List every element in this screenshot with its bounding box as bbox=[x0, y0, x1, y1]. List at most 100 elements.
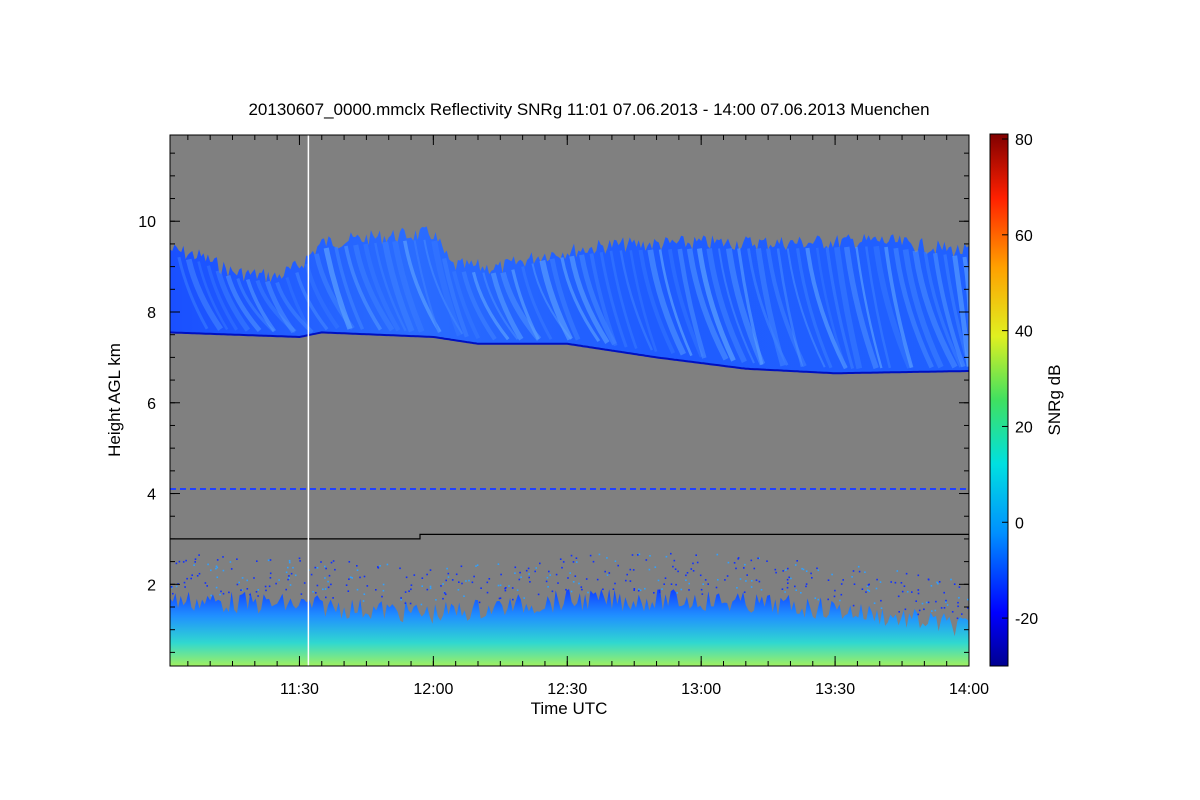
speckle-dot bbox=[256, 560, 258, 562]
cloud-streak bbox=[667, 249, 704, 358]
cloud-streak bbox=[539, 260, 573, 341]
cloud-streak bbox=[177, 256, 209, 330]
speckle-dot bbox=[637, 554, 639, 556]
speckle-dot bbox=[743, 567, 745, 569]
speckle-dot bbox=[967, 598, 969, 601]
speckle-dot bbox=[802, 568, 805, 571]
speckle-dot bbox=[757, 557, 759, 560]
speckle-dot bbox=[923, 608, 925, 611]
speckle-dot bbox=[514, 572, 516, 574]
speckle-dot bbox=[795, 589, 797, 591]
speckle-dot bbox=[184, 586, 186, 588]
speckle-dot bbox=[236, 558, 238, 560]
speckle-dot bbox=[426, 588, 429, 591]
speckle-dot bbox=[516, 589, 519, 591]
speckle-dot bbox=[514, 566, 517, 569]
speckle-dot bbox=[717, 579, 719, 581]
speckle-dot bbox=[645, 559, 648, 561]
speckle-dot bbox=[658, 589, 661, 592]
cloud-streak bbox=[843, 246, 879, 370]
speckle-dot bbox=[735, 567, 737, 570]
cloud-streak bbox=[589, 253, 618, 347]
speckle-dot bbox=[534, 570, 536, 573]
cloud-streak bbox=[521, 266, 553, 340]
speckle-dot bbox=[455, 573, 458, 576]
y-tick-label: 2 bbox=[147, 577, 156, 594]
speckle-dot bbox=[288, 559, 291, 562]
speckle-dot bbox=[839, 599, 841, 602]
speckle-dot bbox=[548, 570, 550, 573]
speckle-dot bbox=[873, 602, 876, 604]
speckle-dot bbox=[527, 567, 530, 570]
speckle-dot bbox=[946, 604, 949, 606]
speckle-dot bbox=[905, 572, 908, 575]
speckle-dot bbox=[324, 588, 327, 590]
speckle-dot bbox=[592, 560, 595, 563]
cloud-streak bbox=[215, 270, 251, 332]
cloud-streak bbox=[815, 247, 847, 370]
speckle-dot bbox=[241, 589, 243, 591]
speckle-dot bbox=[867, 584, 870, 586]
speckle-dot bbox=[476, 564, 479, 566]
speckle-dot bbox=[497, 563, 500, 565]
speckle-dot bbox=[196, 575, 199, 577]
speckle-dot bbox=[230, 568, 233, 570]
speckle-dot bbox=[834, 589, 836, 592]
speckle-dot bbox=[657, 579, 660, 582]
speckle-dot bbox=[598, 553, 601, 556]
x-tick-label: 13:00 bbox=[681, 681, 721, 698]
speckle-dot bbox=[216, 576, 219, 579]
speckle-dot bbox=[399, 567, 401, 570]
speckle-dot bbox=[943, 591, 945, 594]
speckle-dot bbox=[268, 585, 271, 588]
speckle-dot bbox=[746, 574, 748, 576]
speckle-dot bbox=[447, 572, 450, 575]
speckle-dot bbox=[238, 581, 240, 584]
speckle-dot bbox=[626, 573, 628, 576]
speckle-dot bbox=[716, 553, 719, 556]
speckle-dot bbox=[222, 569, 225, 572]
speckle-dot bbox=[182, 561, 185, 563]
speckle-dot bbox=[957, 605, 959, 608]
speckle-dot bbox=[934, 609, 937, 612]
speckle-dot bbox=[504, 589, 507, 592]
speckle-dot bbox=[332, 560, 335, 562]
cloud-streak bbox=[471, 271, 510, 341]
cloud-streak bbox=[619, 250, 653, 351]
speckle-dot bbox=[704, 579, 707, 581]
speckle-dot bbox=[927, 578, 930, 581]
speckle-dot bbox=[278, 579, 280, 581]
speckle-dot bbox=[249, 593, 251, 596]
speckle-dot bbox=[602, 588, 604, 591]
speckle-dot bbox=[581, 588, 583, 591]
speckle-dot bbox=[585, 578, 588, 580]
cloud-streak bbox=[334, 246, 365, 330]
speckle-dot bbox=[632, 569, 635, 571]
speckle-dot bbox=[183, 581, 186, 584]
speckle-dot bbox=[737, 557, 740, 559]
cloud-streak bbox=[441, 257, 469, 338]
speckle-dot bbox=[755, 579, 758, 581]
x-tick-label: 11:30 bbox=[280, 681, 319, 698]
speckle-dot bbox=[327, 580, 329, 583]
speckle-dot bbox=[900, 582, 903, 584]
plot-frame bbox=[169, 134, 970, 667]
speckle-dot bbox=[499, 584, 502, 587]
speckle-dot bbox=[673, 559, 676, 562]
speckle-dot bbox=[426, 573, 428, 576]
speckle-dot bbox=[805, 570, 808, 572]
cloud-streak bbox=[932, 252, 966, 368]
speckle-dot bbox=[547, 586, 549, 588]
speckle-dot bbox=[565, 588, 567, 591]
speckle-dot bbox=[811, 577, 813, 579]
speckle-dot bbox=[377, 566, 379, 568]
x-tick-label: 13:30 bbox=[815, 681, 855, 698]
x-axis-label: Time UTC bbox=[531, 699, 608, 718]
y-axis-label: Height AGL km bbox=[105, 343, 124, 457]
speckle-dot bbox=[299, 560, 301, 562]
speckle-dot bbox=[775, 571, 777, 574]
speckle-dot bbox=[561, 566, 563, 569]
speckle-dot bbox=[324, 565, 326, 568]
speckle-dot bbox=[814, 597, 817, 599]
speckle-dot bbox=[334, 568, 336, 571]
